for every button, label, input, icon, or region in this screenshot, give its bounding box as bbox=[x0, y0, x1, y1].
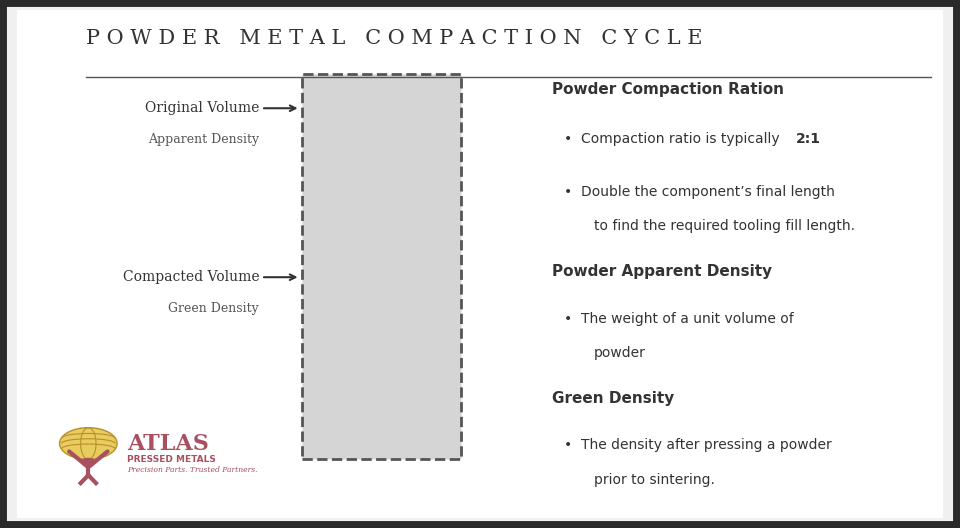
Text: 2:1: 2:1 bbox=[796, 132, 821, 146]
Text: Powder Compaction Ration: Powder Compaction Ration bbox=[552, 82, 784, 97]
Text: •  The weight of a unit volume of: • The weight of a unit volume of bbox=[564, 312, 793, 326]
Text: ATLAS: ATLAS bbox=[127, 432, 208, 455]
Text: Compacted Volume: Compacted Volume bbox=[123, 270, 259, 284]
Text: Powder Apparent Density: Powder Apparent Density bbox=[552, 264, 772, 279]
Bar bbox=[302, 74, 461, 459]
Circle shape bbox=[60, 428, 117, 459]
Text: •  Compaction ratio is typically: • Compaction ratio is typically bbox=[564, 132, 783, 146]
Text: •  Double the component’s final length: • Double the component’s final length bbox=[564, 185, 834, 199]
Text: P O W D E R   M E T A L   C O M P A C T I O N   C Y C L E: P O W D E R M E T A L C O M P A C T I O … bbox=[86, 29, 703, 48]
Text: •  The density after pressing a powder: • The density after pressing a powder bbox=[564, 438, 831, 452]
Text: to find the required tooling fill length.: to find the required tooling fill length… bbox=[594, 219, 855, 233]
Text: Green Density: Green Density bbox=[552, 391, 674, 406]
Text: Precision Parts. Trusted Partners.: Precision Parts. Trusted Partners. bbox=[127, 466, 257, 474]
Text: Green Density: Green Density bbox=[168, 303, 259, 315]
Text: PRESSED METALS: PRESSED METALS bbox=[127, 455, 216, 464]
Text: Original Volume: Original Volume bbox=[145, 101, 259, 115]
Text: Apparent Density: Apparent Density bbox=[148, 134, 259, 146]
Circle shape bbox=[81, 458, 96, 466]
Text: powder: powder bbox=[594, 346, 646, 360]
Text: prior to sintering.: prior to sintering. bbox=[594, 473, 715, 487]
